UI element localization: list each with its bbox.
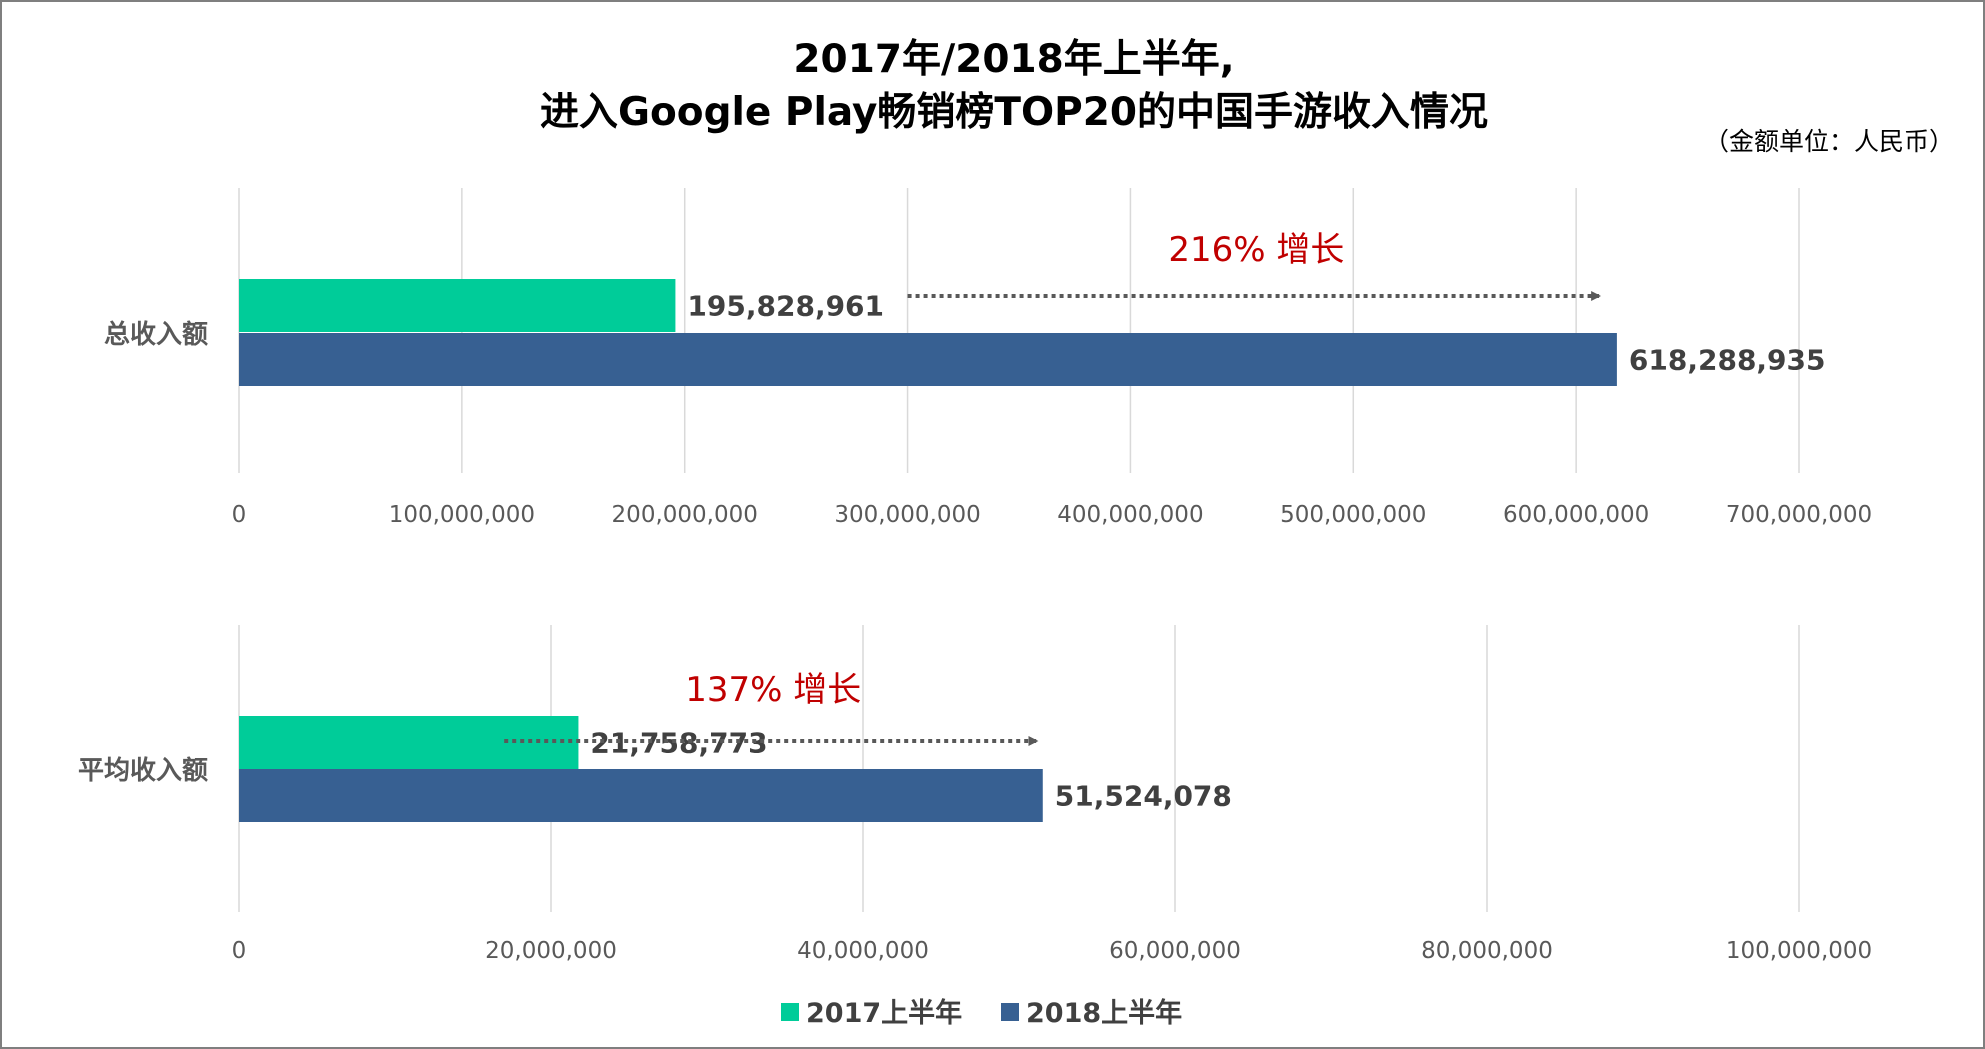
bar-2018 (239, 333, 1617, 386)
x-tick-label: 400,000,000 (1057, 502, 1203, 528)
legend-label: 2017上半年 (806, 997, 962, 1029)
x-tick-label: 500,000,000 (1280, 502, 1426, 528)
x-tick-label: 100,000,000 (389, 502, 535, 528)
data-label: 195,828,961 (687, 290, 884, 323)
x-tick-label: 200,000,000 (612, 502, 758, 528)
chart-2: 0 20,000,000 40,000,000 60,000,000 80,000,00… (78, 625, 1872, 964)
data-label: 618,288,935 (1629, 344, 1826, 377)
x-tick-label: 0 (232, 938, 247, 964)
chart-title-line1: 2017年/2018年上半年, (793, 37, 1234, 82)
x-tick-label: 700,000,000 (1726, 502, 1872, 528)
x-tick-label: 20,000,000 (485, 938, 617, 964)
charts-group: 0 100,000,000 200,000,000 300,000,000 400,00… (78, 188, 1872, 964)
legend-label: 2018上半年 (1026, 997, 1182, 1029)
category-label: 平均收入额 (78, 756, 208, 786)
growth-annotation: 216% 增长 (1168, 230, 1344, 270)
x-tick-label: 80,000,000 (1421, 938, 1553, 964)
legend-swatch (1001, 1003, 1019, 1021)
x-tick-label: 300,000,000 (834, 502, 980, 528)
chart-title-line2: 进入Google Play畅销榜TOP20的中国手游收入情况 (540, 90, 1488, 135)
bar-2018 (239, 769, 1043, 822)
x-tick-label: 40,000,000 (797, 938, 929, 964)
bar-2017 (239, 716, 579, 769)
x-tick-label: 0 (232, 502, 247, 528)
legend-swatch (781, 1003, 799, 1021)
data-label: 51,524,078 (1055, 780, 1232, 813)
x-tick-label: 100,000,000 (1726, 938, 1872, 964)
legend: 2017上半年 2018上半年 (781, 997, 1182, 1029)
unit-note: （金额单位：人民币） (1704, 127, 1954, 156)
x-tick-label: 60,000,000 (1109, 938, 1241, 964)
category-label: 总收入额 (104, 320, 208, 350)
bar-2017 (239, 279, 676, 332)
x-tick-label: 600,000,000 (1503, 502, 1649, 528)
chart-1: 0 100,000,000 200,000,000 300,000,000 400,00… (104, 188, 1872, 528)
growth-annotation: 137% 增长 (685, 670, 861, 710)
